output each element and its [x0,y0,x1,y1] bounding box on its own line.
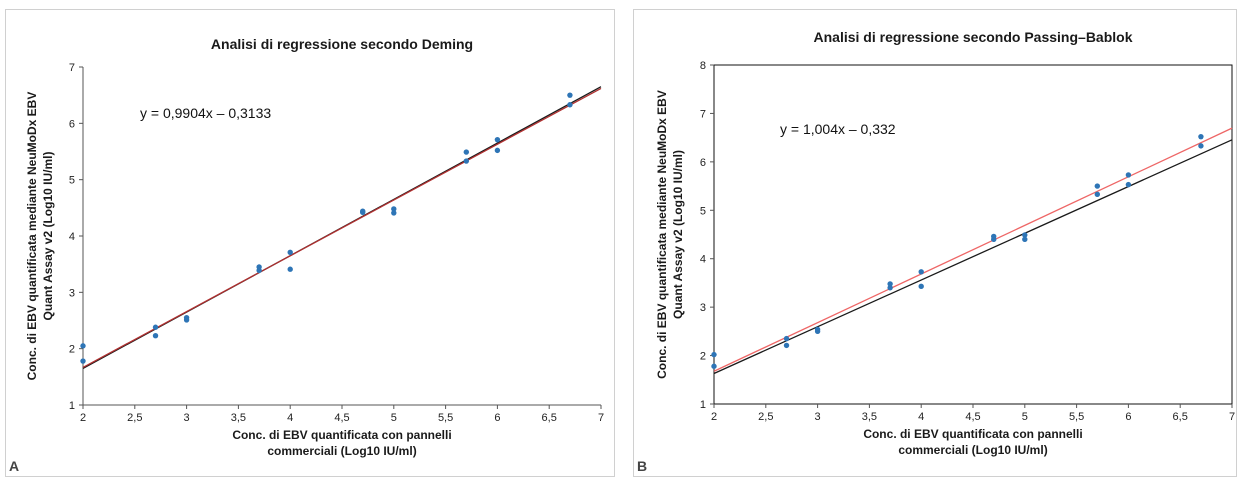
y-axis-label: Quant Assay v2 (Log10 IU/ml) [671,150,685,319]
regression-equation: y = 0,9904x – 0,3133 [140,105,271,121]
x-tick-label: 2,5 [127,412,142,424]
plot-frame [713,64,1233,405]
data-point [80,343,86,349]
data-point [918,283,924,290]
y-tick-label: 6 [700,157,706,169]
y-tick-label: 3 [700,302,706,314]
data-point [1198,133,1204,140]
y-tick-label: 5 [69,175,75,187]
data-point [887,281,893,287]
data-point [391,210,397,216]
x-tick-label: 4 [918,411,924,423]
data-point [183,317,190,323]
x-tick-label: 5,5 [438,412,453,424]
data-point [567,92,573,98]
x-tick-label: 4,5 [965,411,980,423]
data-point [1198,143,1204,149]
x-tick-label: 3 [815,411,821,423]
x-tick-label: 6 [1125,411,1131,423]
data-point [1125,172,1132,178]
x-axis-label: Conc. di EBV quantificata con pannelli [232,428,451,442]
regression-line [713,127,1233,372]
data-point [287,249,293,256]
x-tick-label: 6,5 [1173,411,1188,423]
data-point [391,206,397,212]
x-tick-label: 5 [391,412,397,424]
x-tick-label: 2 [80,412,86,424]
y-tick-label: 8 [700,60,706,72]
x-tick-label: 4,5 [334,412,349,424]
data-point [1022,236,1028,243]
x-tick-label: 2 [711,411,717,423]
x-tick-label: 6 [494,412,500,424]
panel-a: Analisi di regressione secondo Deming 2 2,… [5,9,615,477]
data-point [494,147,501,154]
data-point [80,358,86,364]
y-tick-label: 7 [700,108,706,120]
chart-title: Analisi di regressione secondo Passing–B… [814,29,1133,45]
data-point [711,351,717,358]
y-tick-label: 3 [69,287,75,299]
x-tick-label: 3 [184,412,190,424]
y-tick-label: 1 [700,399,706,411]
data-point [1022,232,1028,238]
y-tick-label: 6 [69,118,75,130]
regression-equation: y = 1,004x – 0,332 [780,121,896,137]
data-point [463,149,470,155]
x-tick-label: 3,5 [862,411,877,423]
panel-b: Analisi di regressione secondo Passing–B… [633,9,1237,477]
data-point [287,266,293,272]
y-tick-label: 5 [700,205,706,217]
x-tick-label: 6,5 [542,412,557,424]
data-point [463,158,470,164]
x-tick-label: 2,5 [758,411,773,423]
data-point [918,269,924,275]
y-axis-label: Conc. di EBV quantificata mediante NeuMo… [655,90,669,379]
x-tick-label: 7 [1229,411,1235,423]
panel-label: A [9,458,20,474]
data-point [567,102,573,108]
y-tick-label: 2 [69,344,75,356]
y-tick-label: 2 [700,351,706,363]
regression-line [82,87,602,368]
data-point [152,324,159,330]
x-axis-label: commerciali (Log10 IU/ml) [898,443,1047,457]
data-point [1125,181,1132,188]
chart-passing-bablok: Analisi di regressione secondo Passing–B… [655,29,1235,457]
x-tick-label: 5,5 [1069,411,1084,423]
data-point [1094,183,1101,189]
x-axis-label: Conc. di EBV quantificata con pannelli [863,427,1082,441]
y-tick-label: 4 [69,231,75,243]
data-point [494,136,501,143]
x-tick-label: 4 [287,412,293,424]
chart-title: Analisi di regressione secondo Deming [211,36,473,52]
data-point [783,342,790,349]
y-tick-label: 4 [700,254,706,266]
data-point [783,335,790,342]
y-tick-label: 7 [69,62,75,74]
y-axis-label: Conc. di EBV quantificata mediante NeuMo… [25,92,39,381]
chart-deming: Analisi di regressione secondo Deming 2 2,… [25,36,604,458]
panel-label: B [637,458,648,474]
x-tick-label: 5 [1022,411,1028,423]
data-point [256,267,262,274]
data-point [991,236,997,243]
regression-line [713,139,1233,375]
data-point [887,285,893,291]
data-point [711,363,717,369]
data-point [152,333,159,339]
data-point [360,209,366,216]
data-point [1094,191,1101,198]
x-tick-label: 7 [598,412,604,424]
x-tick-label: 3,5 [231,412,246,424]
data-point [814,328,821,335]
x-axis-label: commerciali (Log10 IU/ml) [267,444,416,458]
y-axis-label: Quant Assay v2 (Log10 IU/ml) [41,152,55,321]
y-tick-label: 1 [69,400,75,412]
